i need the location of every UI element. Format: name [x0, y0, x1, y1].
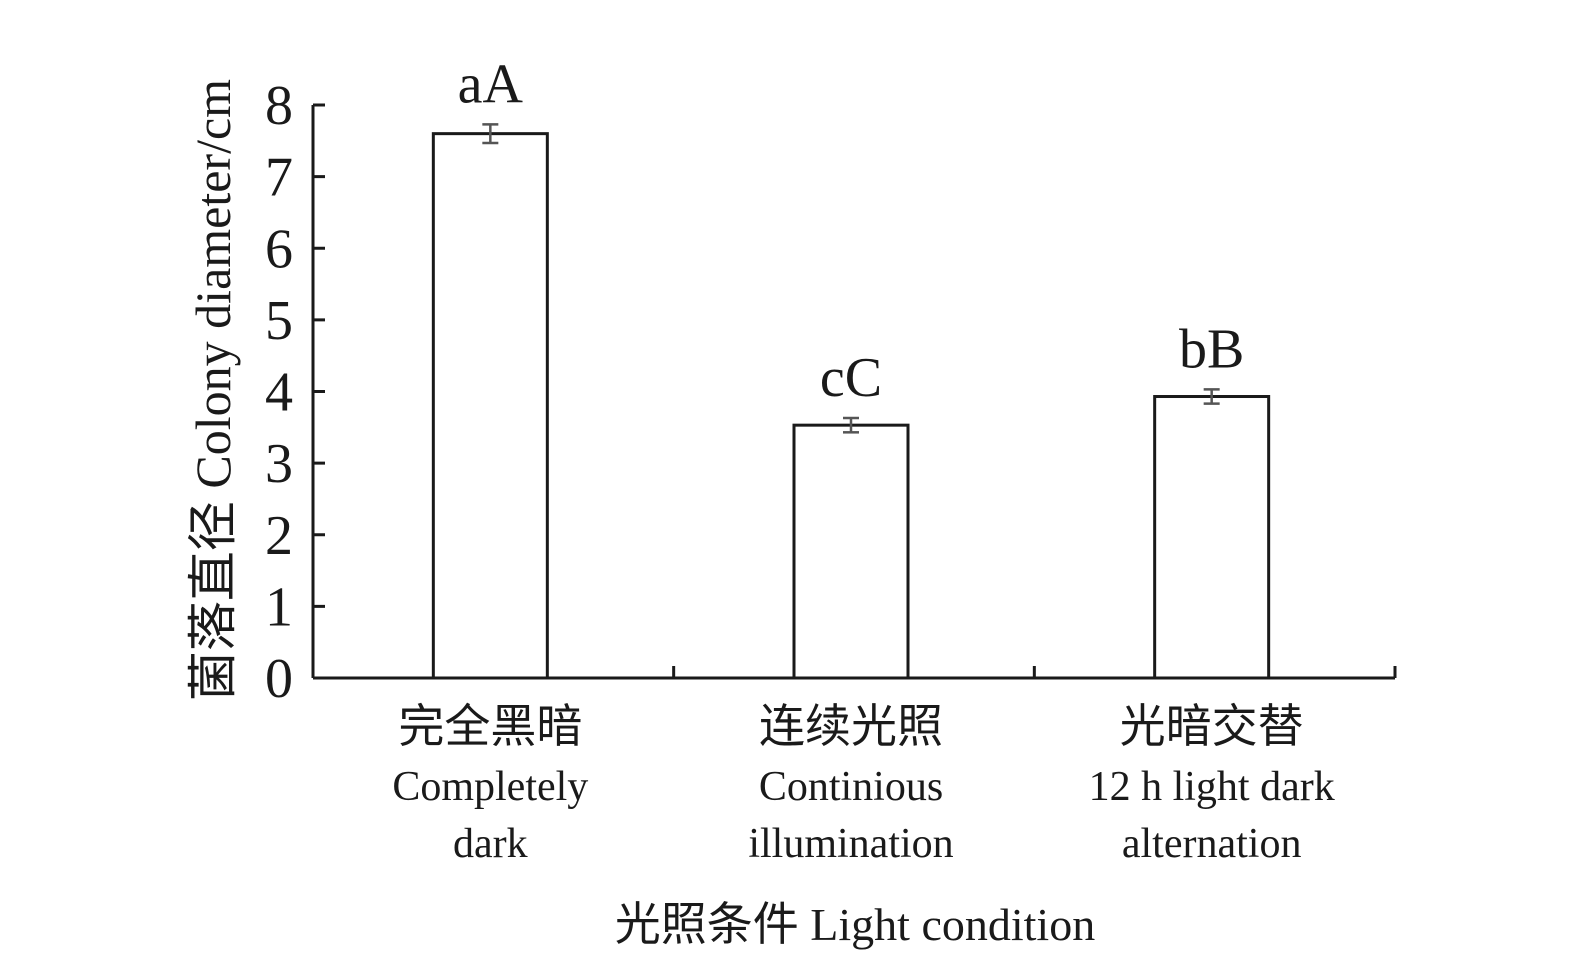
axes: 0 1 2 3 4 5 6 7 8 [265, 75, 1397, 710]
x-tick-label-en: 12 h light dark [1089, 764, 1335, 810]
x-tick-label-zh: 完全黑暗 [398, 701, 582, 752]
y-tick-label: 1 [265, 576, 293, 638]
significance-label: aA [458, 53, 524, 115]
y-tick-label: 6 [265, 218, 293, 280]
bar [792, 423, 910, 680]
y-tick-label: 0 [265, 648, 293, 710]
y-tick-label: 4 [265, 362, 293, 424]
x-tick-label-zh: 光暗交替 [1120, 701, 1304, 752]
x-tick-label-en: dark [453, 821, 528, 867]
y-tick-label: 8 [265, 75, 293, 137]
y-axis-title: 菌落直径 Colony diameter/cm [185, 79, 241, 701]
y-tick-label: 7 [265, 147, 293, 209]
y-tick-label: 3 [265, 433, 293, 495]
x-tick-label-en: Continious [759, 764, 943, 810]
x-tick-label-en: illumination [748, 821, 953, 867]
labels: aA 完全黑暗 Completely dark cC 连续光照 Continious illu… [392, 53, 1334, 867]
bar [431, 132, 549, 680]
x-tick-label-en: alternation [1122, 821, 1302, 867]
x-tick-label-zh: 连续光照 [759, 701, 943, 752]
x-tick-label-en: Completely [392, 764, 588, 810]
y-tick-label: 2 [265, 505, 293, 567]
significance-label: bB [1179, 318, 1244, 380]
y-tick-label: 5 [265, 290, 293, 352]
x-axis-title: 光照条件 Light condition [615, 899, 1095, 950]
significance-label: cC [820, 347, 882, 409]
bars [431, 123, 1271, 680]
bar [1153, 395, 1271, 680]
